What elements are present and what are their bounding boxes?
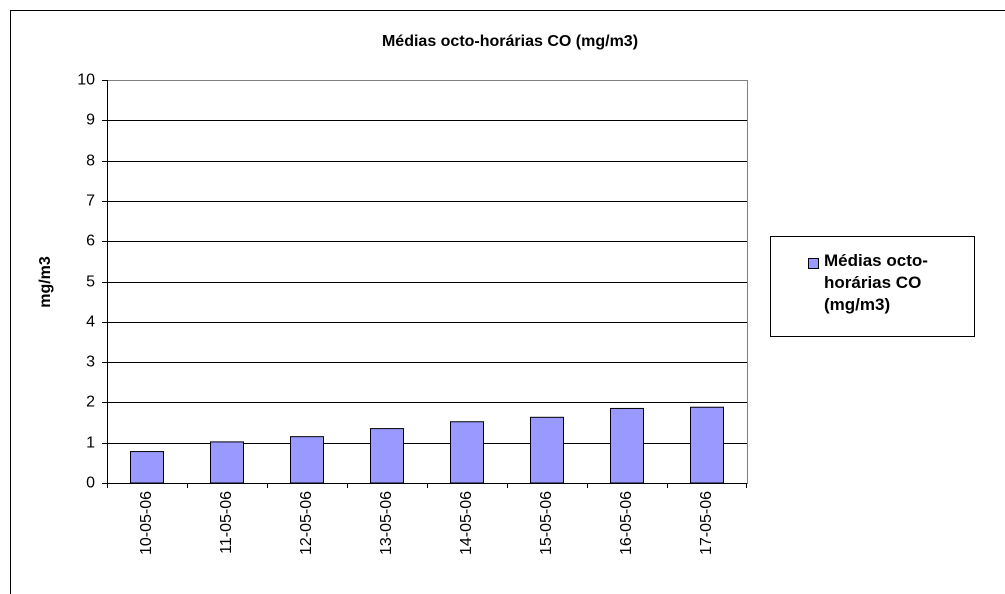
y-tick-label: 1 xyxy=(86,435,95,452)
legend-label: Médias octo-horárias CO (mg/m3) xyxy=(824,251,928,314)
bar xyxy=(210,441,244,484)
y-tick-label: 0 xyxy=(86,475,95,492)
bar xyxy=(130,451,164,484)
bar xyxy=(290,436,324,484)
y-axis-label: mg/m3 xyxy=(37,256,54,308)
x-tick-label: 17-05-06 xyxy=(698,491,715,555)
legend-box xyxy=(770,236,975,337)
y-tick-label: 6 xyxy=(86,233,95,250)
legend-swatch xyxy=(808,258,819,269)
y-tick-label: 9 xyxy=(86,112,95,129)
legend: Médias octo-horárias CO (mg/m3) xyxy=(770,236,975,337)
y-tick-label: 4 xyxy=(86,314,95,331)
chart-title: Médias octo-horárias CO (mg/m3) xyxy=(382,33,638,50)
legend-label-box: Médias octo-horárias CO (mg/m3) xyxy=(824,251,928,314)
bar xyxy=(690,406,724,484)
y-tick-label: 5 xyxy=(86,274,95,291)
bar xyxy=(450,421,484,484)
y-tick-label: 3 xyxy=(86,354,95,371)
y-tick-label: 7 xyxy=(86,193,95,210)
x-tick-label: 12-05-06 xyxy=(298,491,315,555)
x-tick-label: 11-05-06 xyxy=(218,491,235,554)
y-tick-label: 10 xyxy=(77,72,95,89)
x-tick-label: 10-05-06 xyxy=(138,491,155,555)
x-tick-label: 16-05-06 xyxy=(618,491,635,555)
bar xyxy=(530,416,564,484)
bar xyxy=(370,428,404,484)
x-tick-label: 13-05-06 xyxy=(378,491,395,555)
y-tick-label: 2 xyxy=(86,394,95,411)
y-tick-label: 8 xyxy=(86,153,95,170)
x-tick-label: 14-05-06 xyxy=(458,491,475,555)
x-tick-label: 15-05-06 xyxy=(538,491,555,555)
bar xyxy=(610,407,644,484)
